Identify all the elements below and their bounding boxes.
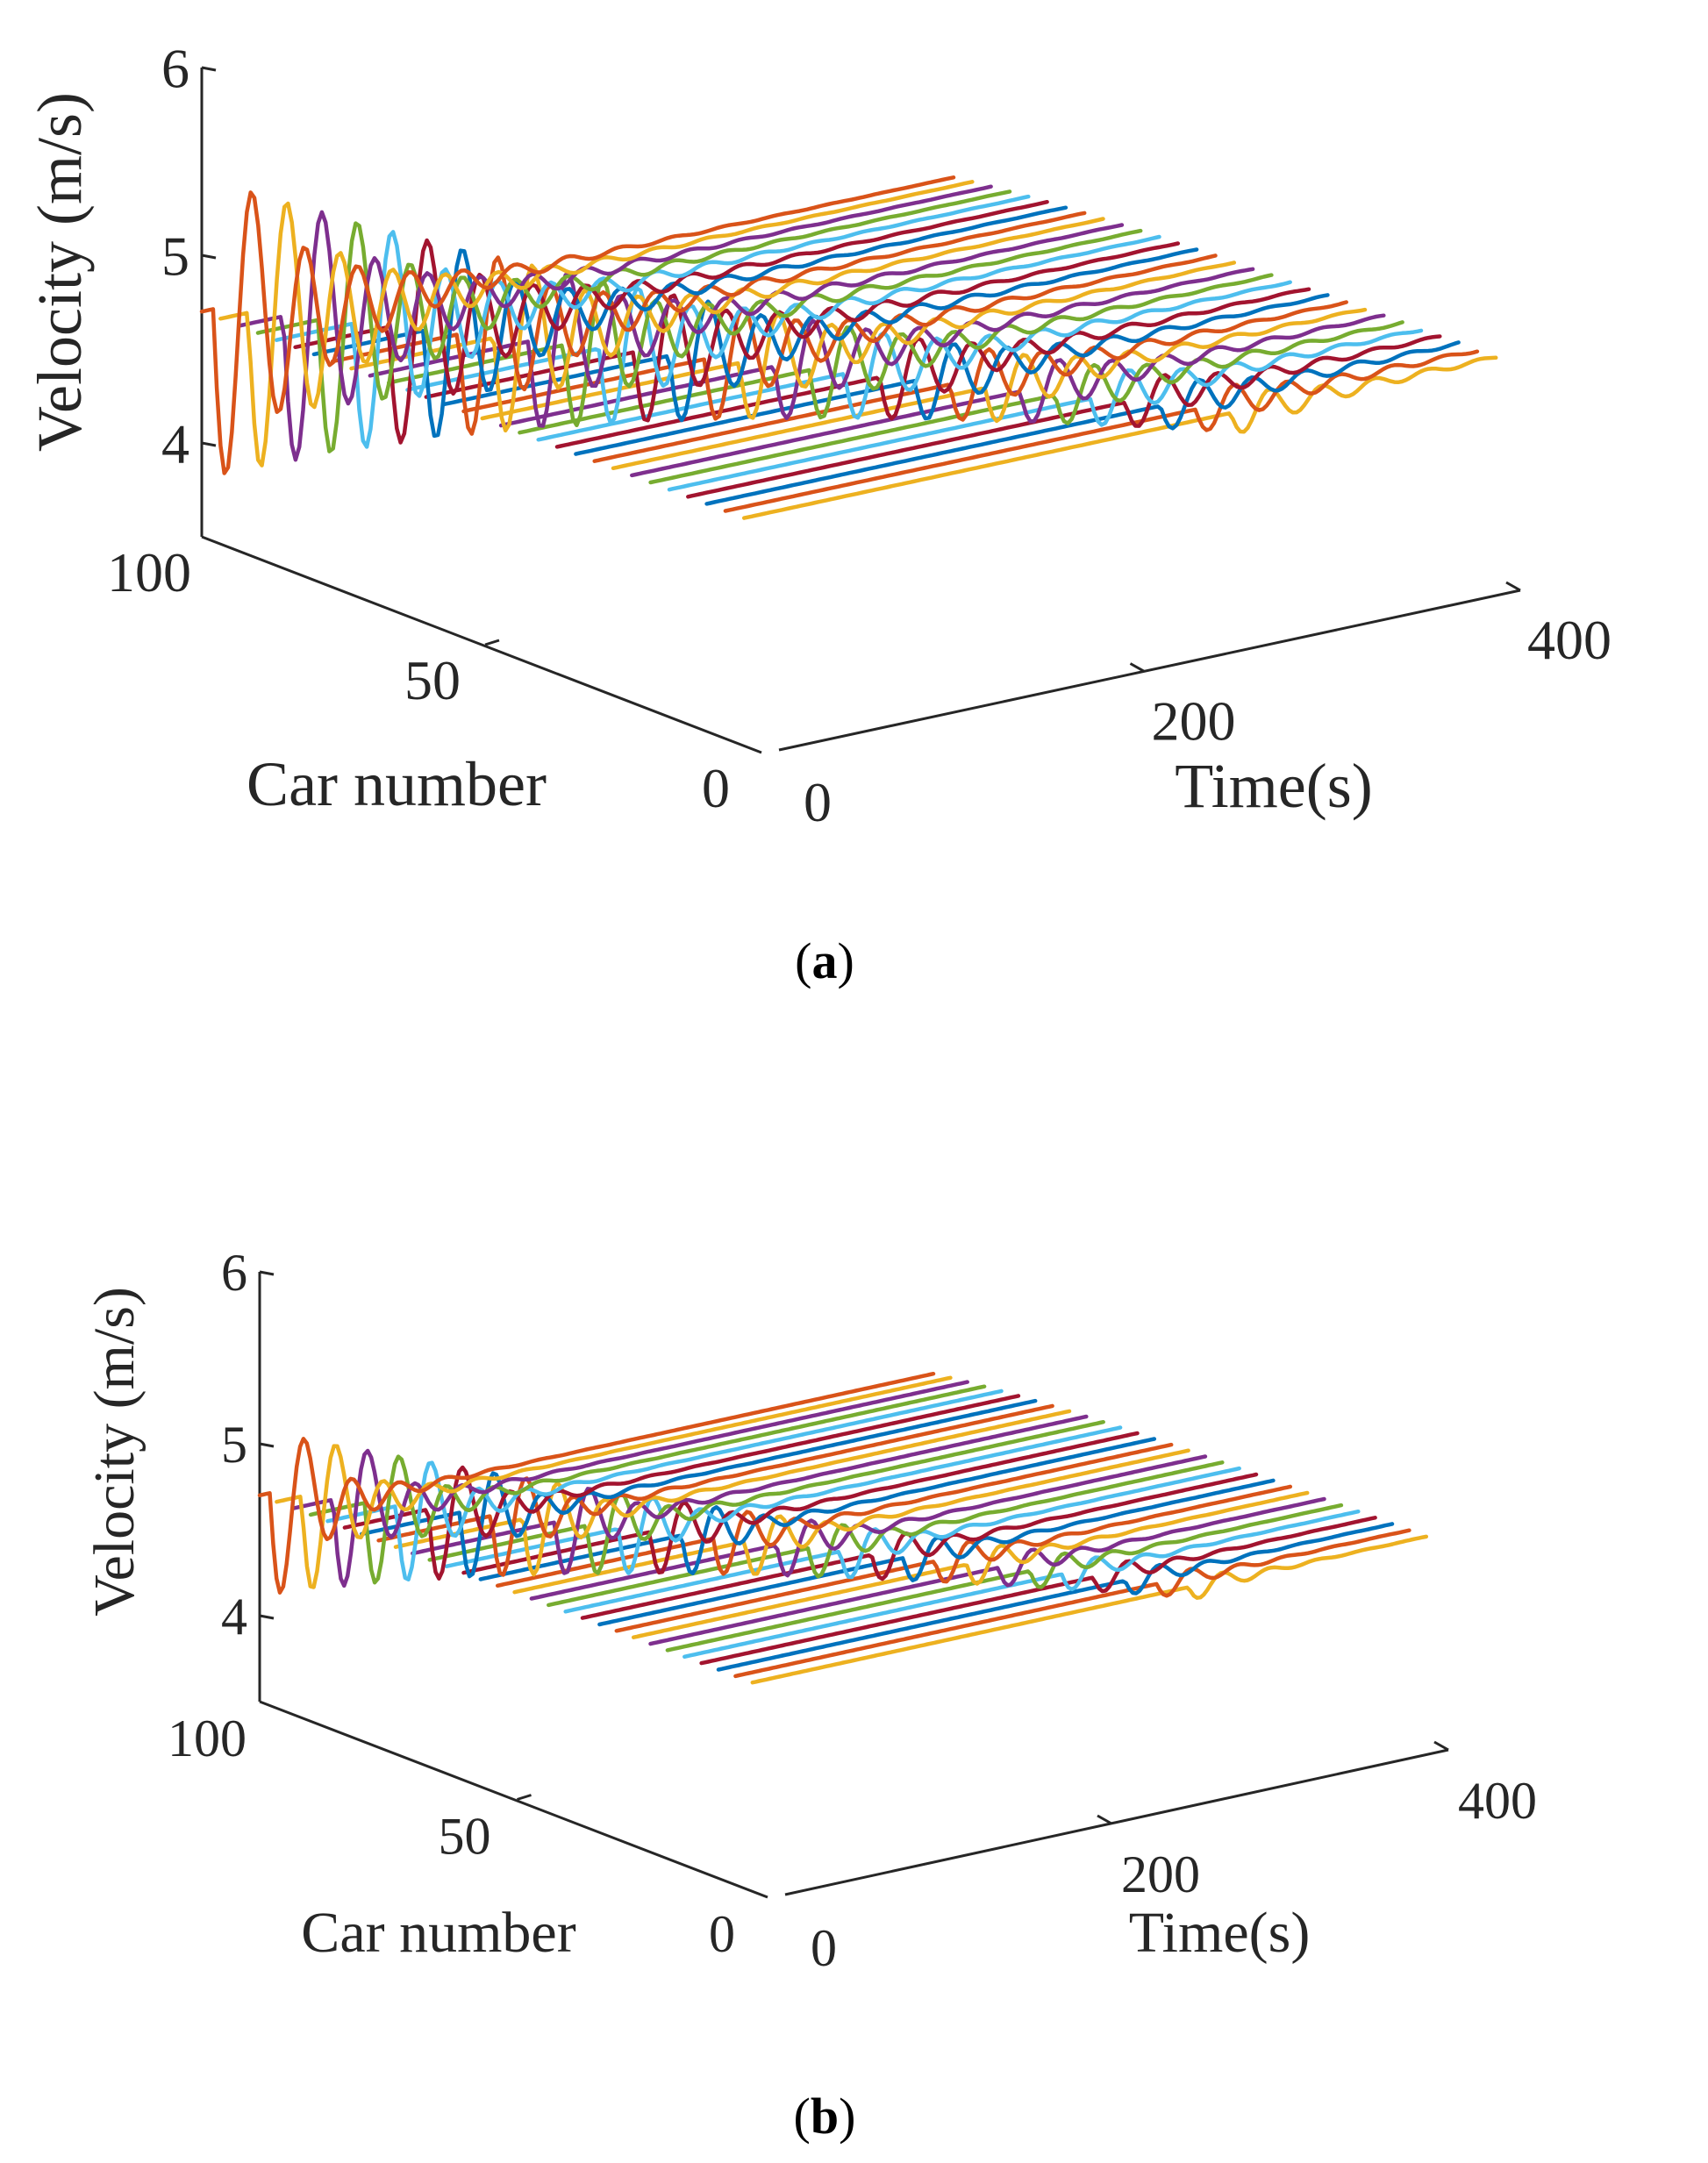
- panel-a: 4 5 6 0 50 100 0 200 400 Velocity (m/s) Car number…: [25, 37, 1612, 833]
- caption-a-letter: a: [812, 932, 838, 989]
- time-tick-label: 400: [1527, 609, 1612, 671]
- velocity-series-line: [665, 1503, 1344, 1653]
- velocity-series-line: [563, 1466, 1241, 1614]
- time-tick-label: 400: [1458, 1772, 1537, 1830]
- time-tick-mark: [1433, 1740, 1449, 1752]
- caption-a-open: (: [795, 932, 811, 989]
- car-tick-label: 100: [107, 541, 191, 603]
- velocity-tick-label: 4: [221, 1588, 247, 1645]
- caption-b-open: (: [794, 2088, 811, 2145]
- car-tick-label: 50: [404, 649, 461, 711]
- velocity-series-line: [498, 267, 1255, 428]
- velocity-series-line: [648, 320, 1404, 485]
- velocity-series-line: [733, 1528, 1411, 1679]
- caption-b-letter: b: [811, 2088, 839, 2145]
- time-tick-mark: [1129, 662, 1146, 673]
- car-axis: [201, 535, 762, 754]
- velocity-tick-label: 5: [161, 225, 189, 287]
- time-tick-label: 0: [804, 771, 832, 833]
- velocity-series-line: [237, 184, 993, 462]
- car-tick-label: 50: [439, 1808, 491, 1866]
- velocity-series-line: [291, 1380, 969, 1588]
- car-tick-label: 100: [168, 1710, 247, 1767]
- velocity-series-line: [686, 334, 1442, 499]
- time-tick-label: 200: [1152, 690, 1236, 753]
- velocity-series-line: [529, 1454, 1208, 1601]
- panel-b: 4 5 6 0 50 100 0 200 400 Velocity (m/s) Car number…: [82, 1244, 1537, 1977]
- velocity-tick-label: 6: [161, 37, 189, 99]
- time-axis: [784, 1748, 1449, 1896]
- velocity-series-line: [480, 261, 1237, 421]
- velocity-series-line: [667, 328, 1424, 492]
- velocity-series-line: [574, 293, 1330, 456]
- velocity-tick-mark: [201, 253, 217, 260]
- velocity-series-line: [257, 1371, 936, 1595]
- velocity-series-line: [592, 300, 1348, 463]
- velocity-series-line: [359, 1398, 1038, 1579]
- time-tick-mark: [1505, 581, 1521, 592]
- caption-b-close: ): [839, 2088, 855, 2145]
- velocity-tick-mark: [259, 1614, 275, 1620]
- velocity-series-line: [580, 1472, 1259, 1620]
- velocity-tick-label: 6: [221, 1244, 247, 1302]
- velocity-tick-label: 5: [221, 1416, 247, 1474]
- velocity-series-line: [308, 1384, 987, 1585]
- velocity-series-line: [255, 189, 1012, 453]
- velocity-series-line: [682, 1509, 1361, 1660]
- velocity-series-line: [461, 253, 1218, 421]
- time-axis-label: Time(s): [1129, 1901, 1311, 1965]
- caption-b: (b): [794, 2088, 856, 2145]
- time-axis-label: Time(s): [1175, 751, 1372, 821]
- velocity-tick-mark: [201, 441, 217, 447]
- velocity-series-line: [741, 355, 1498, 520]
- velocity-series-line: [611, 307, 1368, 471]
- velocity-series-line: [518, 273, 1274, 435]
- velocity-series-line: [716, 1522, 1395, 1672]
- velocity-series-line: [275, 1375, 953, 1589]
- time-axis: [778, 589, 1521, 752]
- velocity-series-line: [495, 1442, 1174, 1588]
- velocity-axis-label: Velocity (m/s): [82, 1287, 147, 1617]
- velocity-series-line: [614, 1484, 1293, 1633]
- velocity-series-line: [342, 1394, 1021, 1581]
- velocity-tick-mark: [259, 1442, 275, 1448]
- velocity-axis-label: Velocity (m/s): [25, 92, 95, 452]
- car-tick-label: 0: [702, 757, 730, 819]
- velocity-tick-mark: [201, 66, 217, 72]
- velocity-tick-label: 4: [161, 412, 189, 475]
- car-tick-mark: [517, 1794, 532, 1801]
- velocity-series-line: [218, 180, 975, 468]
- caption-a-close: ): [838, 932, 854, 989]
- caption-a: (a): [795, 932, 854, 989]
- velocity-series-line: [699, 1516, 1377, 1666]
- car-axis-label: Car number: [247, 749, 547, 819]
- velocity-series-line: [293, 199, 1049, 445]
- velocity-series-line: [199, 175, 956, 475]
- car-tick-label: 0: [709, 1905, 735, 1963]
- velocity-series-line: [750, 1534, 1429, 1685]
- velocity-series-line: [311, 205, 1068, 439]
- velocity-series-line: [376, 1403, 1054, 1577]
- velocity-tick-mark: [259, 1270, 275, 1276]
- velocity-series-line: [723, 349, 1480, 513]
- car-axis: [259, 1700, 768, 1899]
- car-tick-mark: [484, 639, 500, 646]
- velocity-series-line: [461, 1431, 1140, 1575]
- time-tick-label: 200: [1121, 1845, 1200, 1903]
- velocity-series-line: [478, 1437, 1157, 1581]
- velocity-series-line: [536, 280, 1292, 442]
- car-axis-label: Car number: [301, 1901, 575, 1965]
- time-tick-label: 0: [811, 1919, 837, 1977]
- velocity-series-line: [704, 340, 1461, 506]
- velocity-series-line: [631, 1490, 1310, 1639]
- time-tick-mark: [1097, 1814, 1112, 1825]
